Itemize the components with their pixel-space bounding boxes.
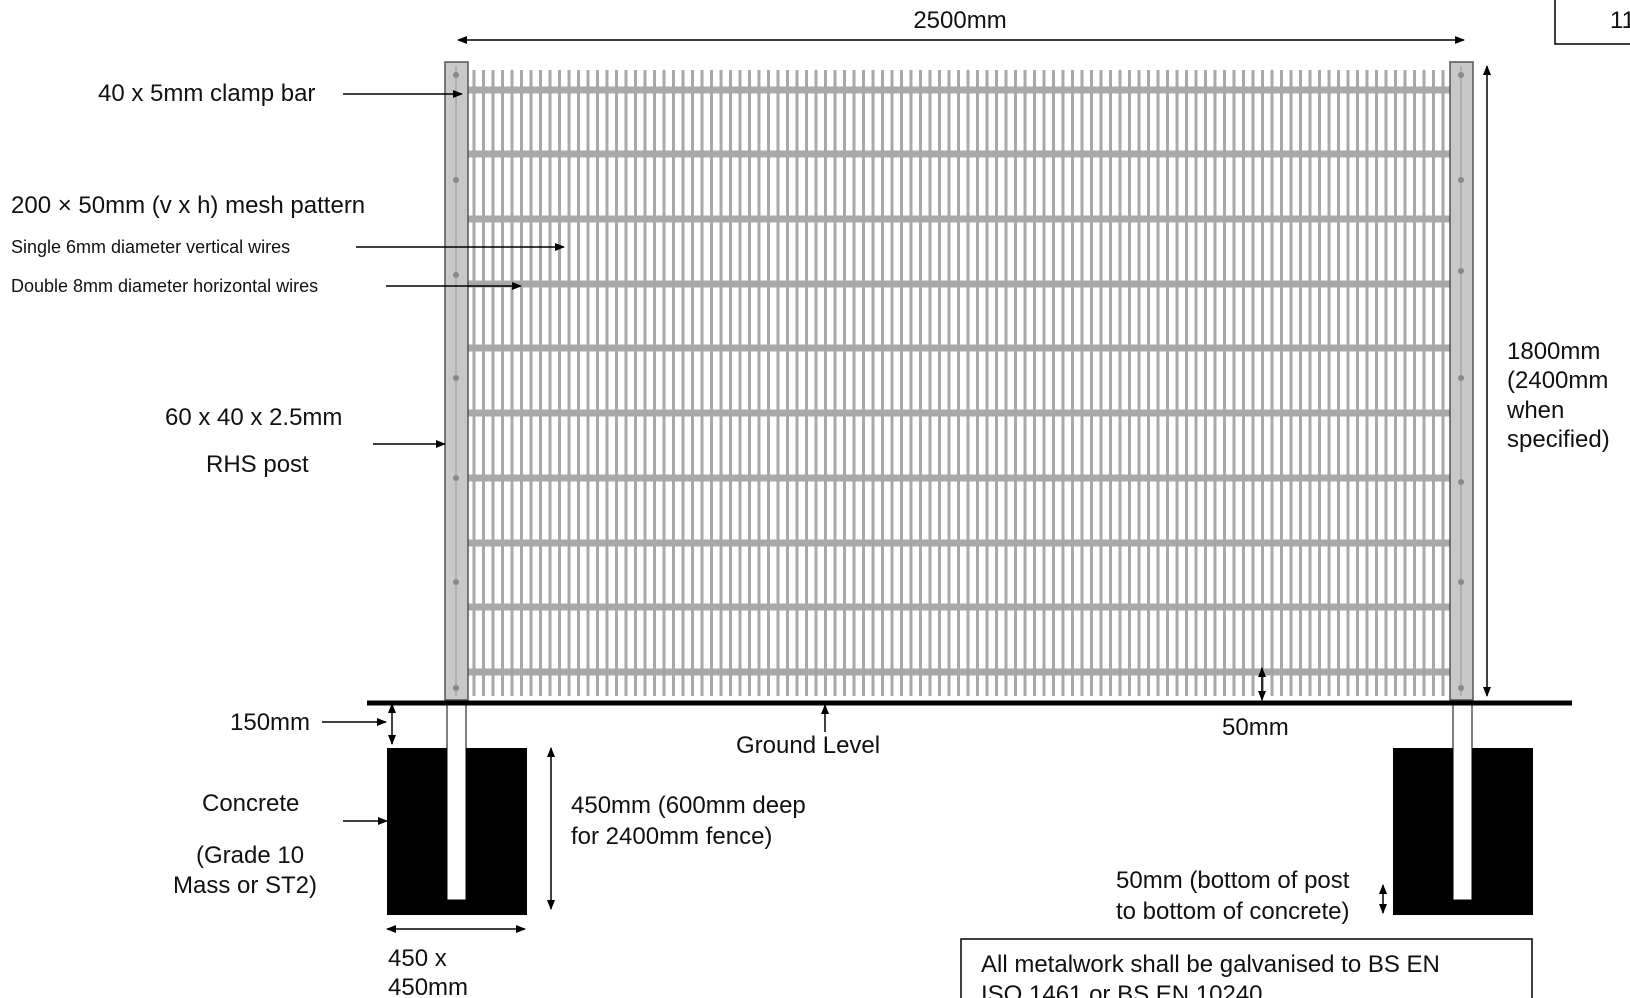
clamp-bolt [453,272,459,278]
ground-level-label: Ground Level [736,732,880,759]
vertical-wires [472,70,1445,696]
bottom-gap-label-2: to bottom of concrete) [1116,898,1349,925]
galvanising-note: All metalwork shall be galvanised to BS … [960,938,1533,998]
clamp-bolt [453,475,459,481]
clamp-bolt [1458,579,1464,585]
right-post-buried [1452,699,1473,901]
width-label: 2500mm [913,7,1006,34]
clamp-bolt [1458,375,1464,381]
base-label-1: 450 x [388,945,447,972]
concrete-grade-label-1: (Grade 10 [196,842,304,869]
height-label-1: 1800mm [1507,338,1600,365]
clamp-bolt [453,72,459,78]
horizontal-wires-label: Double 8mm diameter horizontal wires [11,276,318,296]
clamp-bolt [453,579,459,585]
height-label-2: (2400mm [1507,367,1608,394]
clamp-bolt [453,375,459,381]
clamp-bolt [1458,479,1464,485]
concrete-grade-label-2: Mass or ST2) [173,872,317,899]
note-line-1: All metalwork shall be galvanised to BS … [981,951,1440,978]
clamp-bolt [1458,685,1464,691]
height-label-3: when [1506,397,1564,424]
horizontal-wires [462,86,1456,676]
post-size-label: 60 x 40 x 2.5mm [165,404,342,431]
base-label-2: 450mm [388,974,468,998]
post-type-label: RHS post [206,451,309,478]
note-line-2: ISO 1461 or BS EN 10240. [981,981,1269,998]
gap-150-label: 150mm [230,709,310,736]
sheet-number-box: 11 [1554,0,1630,45]
mesh-panel [462,70,1456,696]
height-label-4: specified) [1507,426,1610,453]
depth-label-1: 450mm (600mm deep [571,792,806,819]
bottom-gap-label-1: 50mm (bottom of post [1116,867,1350,894]
clamp-bolt [453,177,459,183]
depth-label-2: for 2400mm fence) [571,823,772,850]
clamp-bolts [453,72,1464,691]
clamp-bolt [453,685,459,691]
sheet-number: 11 [1610,7,1630,34]
clamp-bolt [1458,72,1464,78]
left-post-buried [446,699,467,901]
concrete-label: Concrete [202,790,299,817]
mesh-pattern-label: 200 × 50mm (v x h) mesh pattern [11,192,365,219]
vertical-wires-label: Single 6mm diameter vertical wires [11,237,290,257]
clamp-bolt [1458,268,1464,274]
clamp-bar-label: 40 x 5mm clamp bar [98,80,315,107]
gap-50-label: 50mm [1222,714,1289,741]
clamp-bolt [1458,177,1464,183]
